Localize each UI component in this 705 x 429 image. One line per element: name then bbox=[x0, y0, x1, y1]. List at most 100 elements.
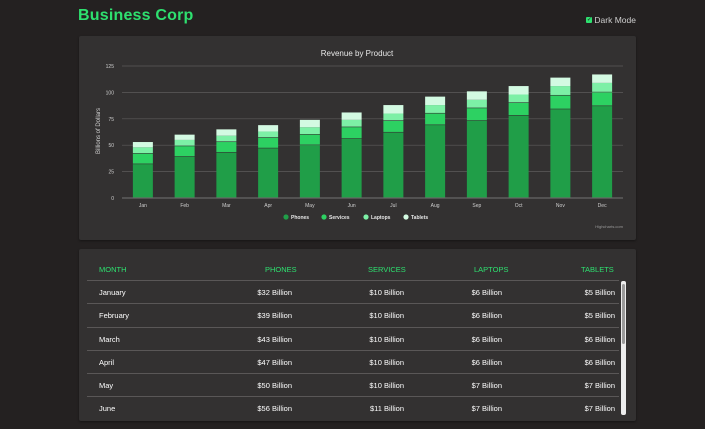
cell-month: March bbox=[99, 334, 120, 344]
y-tick-label: 100 bbox=[106, 90, 115, 96]
bar-phones-mar[interactable] bbox=[216, 152, 237, 198]
col-header-laptops[interactable]: LAPTOPS bbox=[474, 265, 509, 274]
bar-laptops-oct[interactable] bbox=[508, 94, 529, 103]
table-row: May $50 Billion $10 Billion $7 Billion $7 Bi… bbox=[87, 373, 619, 396]
cell-month: April bbox=[99, 357, 115, 367]
bar-laptops-apr[interactable] bbox=[258, 131, 279, 138]
bar-laptops-aug[interactable] bbox=[425, 105, 446, 113]
bar-services-may[interactable] bbox=[299, 134, 320, 145]
legend-item-services[interactable]: Services bbox=[321, 214, 350, 221]
legend-item-phones[interactable]: Phones bbox=[283, 214, 309, 221]
bar-services-apr[interactable] bbox=[258, 137, 279, 148]
bar-services-sep[interactable] bbox=[466, 108, 487, 121]
col-header-month[interactable]: MONTH bbox=[99, 265, 127, 274]
legend-marker bbox=[321, 214, 327, 220]
bar-services-oct[interactable] bbox=[508, 102, 529, 116]
cell-tablets: $5 Billion bbox=[584, 311, 615, 321]
x-tick-label: Oct bbox=[515, 203, 523, 209]
bar-phones-jun[interactable] bbox=[341, 138, 362, 198]
bar-laptops-nov[interactable] bbox=[550, 86, 571, 95]
bar-tablets-sep[interactable] bbox=[466, 91, 487, 100]
legend-item-laptops[interactable]: Laptops bbox=[363, 214, 391, 221]
cell-services: $10 Billion bbox=[369, 381, 404, 391]
cell-laptops: $6 Billion bbox=[471, 334, 502, 344]
bar-services-dec[interactable] bbox=[592, 92, 613, 106]
bar-phones-sep[interactable] bbox=[466, 120, 487, 198]
dark-mode-checkbox[interactable]: ✓ bbox=[586, 17, 593, 23]
cell-tablets: $6 Billion bbox=[584, 334, 615, 344]
table-row: March $43 Billion $10 Billion $6 Billion $6 … bbox=[87, 326, 619, 350]
bar-laptops-jan[interactable] bbox=[132, 147, 153, 154]
bar-services-feb[interactable] bbox=[174, 146, 195, 157]
table-row: February $39 Billion $10 Billion $6 Billion… bbox=[87, 303, 619, 326]
bar-laptops-feb[interactable] bbox=[174, 139, 195, 146]
y-tick-label: 125 bbox=[106, 64, 115, 70]
cell-laptops: $6 Billion bbox=[471, 311, 502, 321]
table-scroll-thumb[interactable] bbox=[622, 284, 625, 344]
dark-mode-label: Dark Mode bbox=[594, 15, 636, 25]
bar-tablets-nov[interactable] bbox=[550, 77, 571, 87]
bar-tablets-oct[interactable] bbox=[508, 86, 529, 95]
bar-services-mar[interactable] bbox=[216, 142, 237, 152]
bar-tablets-jan[interactable] bbox=[132, 142, 153, 148]
cell-phones: $32 Billion bbox=[257, 288, 292, 297]
cell-services: $10 Billion bbox=[369, 357, 404, 367]
legend-label: Phones bbox=[291, 215, 309, 221]
app-header: Business Corp ✓ Dark Mode bbox=[0, 0, 705, 34]
chart-credits[interactable]: Highcharts.com bbox=[595, 224, 623, 229]
bar-tablets-feb[interactable] bbox=[174, 134, 195, 140]
bar-phones-nov[interactable] bbox=[550, 109, 571, 198]
bar-phones-oct[interactable] bbox=[508, 115, 529, 198]
bar-laptops-jun[interactable] bbox=[341, 119, 362, 127]
revenue-chart: Revenue by Product Billions of Dollars 0… bbox=[96, 49, 624, 229]
bar-tablets-apr[interactable] bbox=[258, 125, 279, 132]
bar-services-nov[interactable] bbox=[550, 95, 571, 109]
bar-tablets-jun[interactable] bbox=[341, 112, 362, 120]
cell-tablets: $7 Billion bbox=[584, 404, 615, 414]
bar-tablets-jul[interactable] bbox=[383, 105, 404, 114]
cell-tablets: $6 Billion bbox=[584, 357, 615, 367]
bar-phones-aug[interactable] bbox=[425, 125, 446, 198]
x-tick-label: Jun bbox=[348, 203, 356, 209]
legend-marker bbox=[363, 214, 369, 220]
x-tick-label: Jan bbox=[139, 203, 147, 209]
bar-laptops-sep[interactable] bbox=[466, 99, 487, 108]
y-axis-label: Billions of Dollars bbox=[96, 108, 102, 154]
dark-mode-toggle[interactable]: ✓ Dark Mode bbox=[586, 15, 636, 25]
col-header-services[interactable]: SERVICES bbox=[368, 265, 406, 274]
cell-tablets: $7 Billion bbox=[584, 381, 615, 391]
bar-tablets-may[interactable] bbox=[299, 119, 320, 128]
bar-tablets-dec[interactable] bbox=[592, 74, 613, 83]
bar-services-aug[interactable] bbox=[425, 113, 446, 125]
bar-laptops-mar[interactable] bbox=[216, 135, 237, 142]
brand-title: Business Corp bbox=[78, 7, 194, 24]
bar-phones-apr[interactable] bbox=[258, 148, 279, 198]
legend-item-tablets[interactable]: Tablets bbox=[403, 214, 428, 221]
legend-marker bbox=[403, 214, 409, 220]
bar-laptops-may[interactable] bbox=[299, 127, 320, 135]
bar-tablets-mar[interactable] bbox=[216, 129, 237, 136]
col-header-tablets[interactable]: TABLETS bbox=[581, 265, 614, 274]
y-tick-label: 25 bbox=[108, 170, 114, 176]
bar-phones-jan[interactable] bbox=[132, 164, 153, 198]
cell-phones: $56 Billion bbox=[257, 404, 292, 414]
bar-tablets-aug[interactable] bbox=[425, 96, 446, 106]
bar-phones-dec[interactable] bbox=[592, 106, 613, 198]
bar-services-jan[interactable] bbox=[132, 153, 153, 164]
bar-services-jun[interactable] bbox=[341, 127, 362, 139]
chart-title: Revenue by Product bbox=[321, 49, 394, 58]
bar-laptops-jul[interactable] bbox=[383, 113, 404, 121]
y-tick-label: 50 bbox=[108, 143, 114, 149]
bar-phones-jul[interactable] bbox=[383, 132, 404, 198]
bar-services-jul[interactable] bbox=[383, 120, 404, 132]
bar-phones-may[interactable] bbox=[299, 145, 320, 198]
cell-phones: $47 Billion bbox=[257, 357, 292, 367]
legend-label: Tablets bbox=[411, 215, 428, 221]
table-scrollbar[interactable] bbox=[621, 281, 626, 415]
col-header-phones[interactable]: PHONES bbox=[265, 265, 297, 274]
bar-laptops-dec[interactable] bbox=[592, 82, 613, 92]
cell-laptops: $7 Billion bbox=[471, 381, 502, 391]
table-row: January $32 Billion $10 Billion $6 Billion $… bbox=[87, 280, 619, 303]
bar-phones-feb[interactable] bbox=[174, 156, 195, 198]
cell-month: January bbox=[99, 288, 126, 297]
